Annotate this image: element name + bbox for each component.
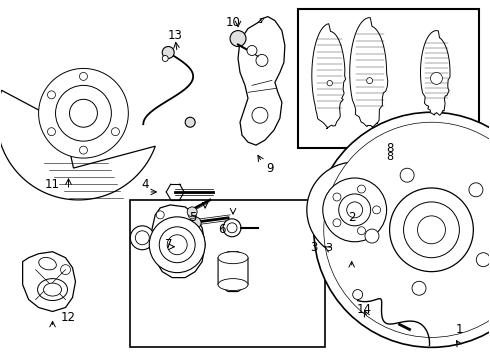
Polygon shape — [312, 24, 345, 129]
Circle shape — [404, 202, 460, 258]
Circle shape — [307, 162, 403, 258]
Ellipse shape — [39, 257, 56, 270]
Circle shape — [162, 46, 174, 58]
Circle shape — [347, 202, 363, 218]
Circle shape — [162, 55, 168, 62]
Circle shape — [48, 91, 55, 99]
Circle shape — [167, 235, 187, 255]
Text: 12: 12 — [61, 311, 76, 324]
Text: 4: 4 — [142, 179, 149, 192]
Text: 10: 10 — [225, 16, 241, 29]
Circle shape — [476, 253, 490, 267]
Polygon shape — [0, 90, 155, 200]
Text: 5: 5 — [190, 211, 197, 224]
Text: 8: 8 — [386, 152, 393, 162]
Circle shape — [469, 183, 483, 197]
Polygon shape — [150, 205, 205, 278]
Circle shape — [55, 85, 111, 141]
Circle shape — [48, 128, 55, 136]
Circle shape — [417, 216, 445, 244]
Polygon shape — [23, 252, 75, 311]
Text: 2: 2 — [348, 211, 355, 224]
Circle shape — [358, 227, 366, 235]
Circle shape — [70, 99, 98, 127]
Text: 7: 7 — [165, 238, 172, 251]
Circle shape — [227, 223, 237, 233]
Circle shape — [333, 193, 341, 201]
Circle shape — [188, 211, 196, 219]
Circle shape — [130, 226, 154, 250]
Circle shape — [252, 107, 268, 123]
Circle shape — [149, 217, 205, 273]
Circle shape — [323, 178, 387, 242]
Circle shape — [367, 78, 372, 84]
Ellipse shape — [218, 279, 248, 291]
Polygon shape — [420, 31, 450, 115]
Circle shape — [333, 219, 341, 227]
Text: 8: 8 — [386, 141, 393, 155]
Circle shape — [39, 68, 128, 158]
Circle shape — [314, 112, 490, 347]
Text: 13: 13 — [168, 29, 183, 42]
Polygon shape — [350, 18, 388, 128]
Circle shape — [135, 231, 149, 245]
Circle shape — [223, 219, 241, 237]
Circle shape — [324, 122, 490, 337]
Circle shape — [180, 242, 190, 252]
Circle shape — [230, 31, 246, 46]
Circle shape — [365, 229, 379, 243]
Circle shape — [111, 128, 120, 136]
Ellipse shape — [44, 283, 62, 296]
Circle shape — [358, 185, 366, 193]
Circle shape — [61, 265, 71, 275]
Circle shape — [400, 168, 414, 182]
Circle shape — [159, 227, 195, 263]
Text: 3: 3 — [310, 241, 317, 254]
Text: 11: 11 — [45, 179, 60, 192]
Text: 3: 3 — [325, 243, 332, 253]
Circle shape — [79, 146, 87, 154]
Text: 6: 6 — [219, 223, 226, 236]
Circle shape — [412, 281, 426, 295]
Circle shape — [156, 211, 164, 219]
Ellipse shape — [38, 279, 68, 301]
Circle shape — [256, 54, 268, 67]
Circle shape — [187, 207, 197, 217]
Circle shape — [327, 81, 332, 86]
Circle shape — [185, 117, 195, 127]
Bar — [298, 9, 479, 148]
Circle shape — [247, 45, 257, 55]
Circle shape — [390, 188, 473, 272]
Circle shape — [353, 289, 363, 300]
Circle shape — [431, 72, 442, 84]
Text: 1: 1 — [456, 323, 463, 336]
Text: 14: 14 — [357, 303, 372, 316]
Circle shape — [79, 72, 87, 80]
Circle shape — [372, 206, 381, 214]
Circle shape — [189, 217, 201, 229]
Polygon shape — [218, 252, 248, 292]
Circle shape — [339, 194, 370, 226]
Text: 9: 9 — [266, 162, 274, 175]
Ellipse shape — [218, 252, 248, 264]
Bar — [130, 200, 325, 347]
Polygon shape — [238, 17, 285, 145]
